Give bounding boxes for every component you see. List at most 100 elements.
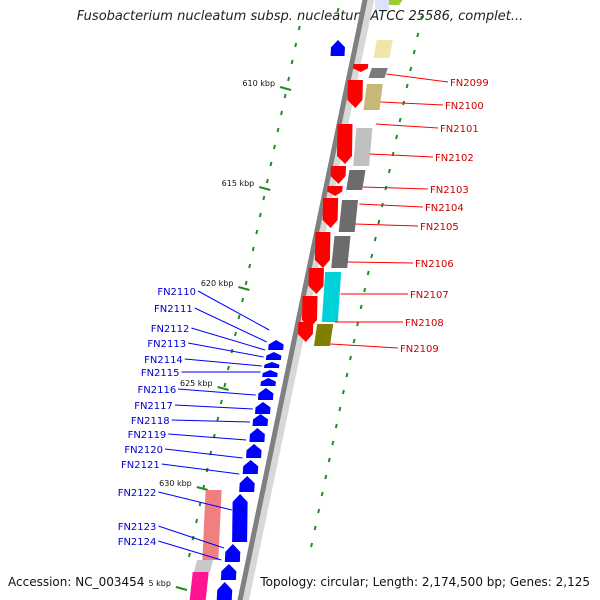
major-tick — [258, 186, 271, 191]
gene-arrow-forward[interactable] — [242, 460, 259, 474]
gene-arrow-forward[interactable] — [265, 352, 282, 360]
gene-arrow-forward[interactable] — [257, 388, 274, 400]
leader-line — [178, 388, 256, 396]
tick-label: 615 kbp — [222, 179, 255, 188]
gene-arrow-reverse[interactable] — [327, 186, 343, 196]
tick-dot — [276, 127, 280, 133]
leader-line — [164, 448, 243, 459]
leader-line — [330, 343, 399, 349]
leader-line — [161, 463, 240, 475]
gene-arrow-forward[interactable] — [260, 378, 276, 386]
gene-arrow-forward[interactable] — [268, 340, 284, 350]
tick-dot — [324, 474, 328, 480]
gene-labels[interactable]: FN2099 FN2100 FN2101 FN2102 FN2103 FN2104 FN21… — [118, 78, 489, 548]
gene-label[interactable]: FN2110 — [157, 287, 196, 298]
leader-line — [168, 433, 247, 441]
gene-arrow-reverse[interactable] — [308, 268, 324, 294]
gene-block — [321, 272, 342, 322]
gene-arrow-forward[interactable] — [252, 414, 269, 426]
gene-arrow-reverse[interactable] — [314, 232, 331, 268]
gene-arrow-forward[interactable] — [216, 582, 233, 600]
gene-label[interactable]: FN2107 — [410, 290, 449, 301]
gene-label[interactable]: FN2122 — [118, 488, 157, 499]
gene-arrow-reverse[interactable] — [347, 80, 363, 108]
gene-arrow-reverse[interactable] — [322, 198, 339, 228]
gene-label[interactable]: FN2124 — [118, 537, 157, 548]
gene-arrow-forward[interactable] — [263, 362, 280, 368]
gene-label[interactable]: FN2102 — [435, 153, 474, 164]
gene-label[interactable]: FN2116 — [138, 385, 177, 396]
gene-label[interactable]: FN2112 — [151, 324, 190, 335]
gene-label[interactable]: FN2119 — [128, 430, 167, 441]
tick-dot — [412, 49, 416, 55]
gene-label[interactable]: FN2123 — [118, 522, 157, 533]
gene-block — [346, 170, 366, 190]
gene-label[interactable]: FN2106 — [415, 259, 454, 270]
tick-dot — [241, 297, 245, 303]
tick-dot — [272, 144, 276, 150]
leader-line — [191, 327, 266, 351]
gene-arrow-forward[interactable] — [220, 564, 237, 580]
gene-label[interactable]: FN2113 — [147, 339, 186, 350]
gene-arrows[interactable] — [216, 0, 389, 600]
gene-arrow-reverse[interactable] — [330, 166, 347, 184]
gene-block — [338, 200, 359, 232]
gene-label[interactable]: FN2099 — [450, 78, 489, 89]
map-title: Fusobacterium nucleatum subsp. nucleatum… — [76, 9, 524, 24]
leader-line — [362, 186, 429, 190]
gene-arrow-forward[interactable] — [224, 544, 241, 562]
tick-dot — [352, 338, 356, 344]
gene-arrow-forward[interactable] — [246, 444, 262, 458]
gene-label[interactable]: FN2104 — [425, 203, 464, 214]
gene-block — [331, 236, 351, 268]
leader-line — [158, 491, 232, 511]
gene-arrow-forward[interactable] — [255, 402, 271, 414]
gene-arrow-reverse[interactable] — [337, 124, 353, 164]
gene-label[interactable]: FN2109 — [400, 344, 439, 355]
leader-line — [380, 101, 444, 106]
gene-arrow-forward[interactable] — [249, 428, 265, 442]
leader-line — [347, 261, 414, 264]
gene-label[interactable]: FN2114 — [144, 355, 183, 366]
gene-label[interactable]: FN2111 — [154, 304, 193, 315]
gene-label[interactable]: FN2100 — [445, 101, 484, 112]
gene-arrow-forward[interactable] — [262, 370, 278, 377]
tick-dot — [341, 389, 345, 395]
gene-block — [353, 128, 373, 166]
tick-dot — [248, 263, 252, 269]
gene-label[interactable]: FN2115 — [141, 368, 180, 379]
tick-dot — [331, 440, 335, 446]
tick-dot — [251, 246, 255, 252]
gene-label[interactable]: FN2118 — [131, 416, 170, 427]
tick-dot — [327, 457, 331, 463]
gene-arrow-reverse[interactable] — [297, 322, 314, 342]
tick-dot — [419, 15, 423, 21]
gene-arrow-partial[interactable] — [375, 0, 389, 10]
tick-dot — [234, 331, 237, 337]
tick-dot — [377, 219, 381, 225]
gene-label[interactable]: FN2105 — [420, 222, 459, 233]
leader-line — [359, 203, 424, 208]
gene-arrow-forward[interactable] — [330, 40, 346, 56]
gene-arrow-forward[interactable] — [239, 476, 255, 492]
leader-line — [171, 419, 251, 423]
gene-arrow-forward[interactable] — [232, 494, 248, 542]
tick-dot — [405, 83, 409, 89]
gene-label[interactable]: FN2117 — [134, 401, 173, 412]
gene-arrow-reverse[interactable] — [352, 64, 369, 72]
tick-dot — [334, 423, 338, 429]
gene-label[interactable]: FN2108 — [405, 318, 444, 329]
gene-label[interactable]: FN2120 — [124, 445, 163, 456]
leader-line — [194, 307, 267, 343]
gene-label[interactable]: FN2101 — [440, 124, 479, 135]
tick-dot — [370, 253, 374, 259]
gene-label[interactable]: FN2103 — [430, 185, 469, 196]
gene-block — [189, 572, 209, 600]
leader-line — [188, 342, 264, 358]
tick-dot — [349, 355, 352, 361]
gene-arrow-reverse[interactable] — [302, 296, 318, 328]
gene-label[interactable]: FN2121 — [121, 460, 160, 471]
tick-dot — [255, 229, 259, 235]
tick-dot — [216, 416, 220, 422]
tick-dot — [237, 314, 241, 320]
